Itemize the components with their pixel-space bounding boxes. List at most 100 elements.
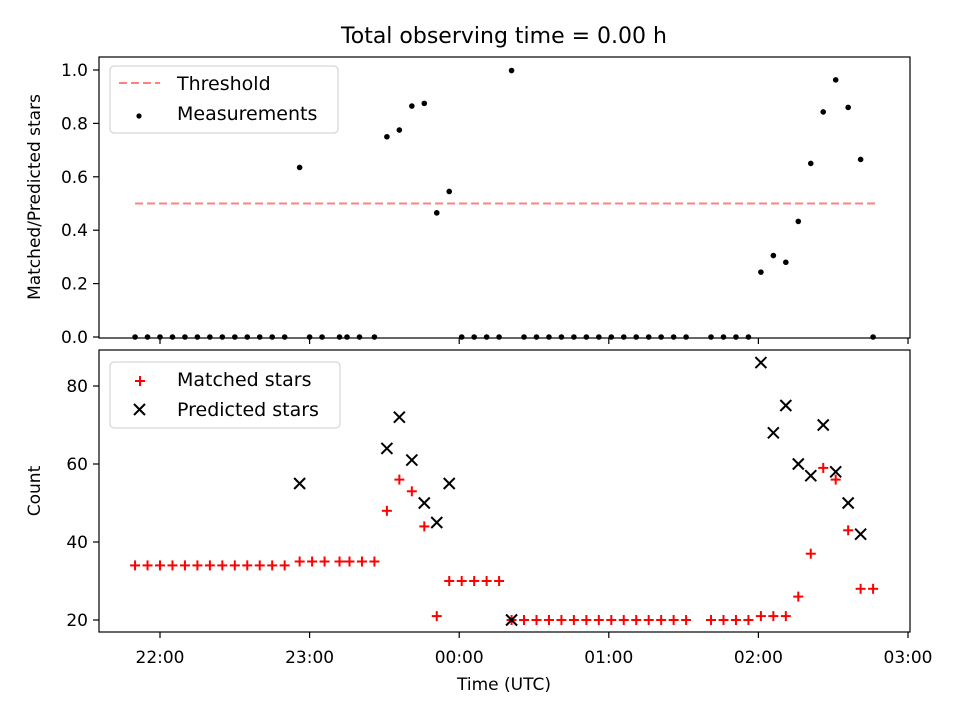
predicted-star-point bbox=[754, 356, 768, 369]
matched-star-point bbox=[531, 615, 542, 625]
matched-star-point bbox=[743, 615, 754, 625]
measurement-point bbox=[571, 334, 577, 340]
bottom-y-tick-label: 20 bbox=[66, 611, 88, 631]
top-legend: Threshold Measurements bbox=[109, 65, 339, 134]
matched-star-point bbox=[830, 474, 841, 485]
matched-star-point bbox=[593, 615, 604, 625]
top-y-axis-label: Matched/Predicted stars bbox=[25, 94, 45, 300]
x-tick-label: 23:00 bbox=[285, 648, 334, 668]
top-axes-frame bbox=[98, 56, 911, 339]
x-axis-label: Time (UTC) bbox=[456, 675, 551, 695]
measurement-point bbox=[670, 334, 677, 340]
predicted-star-point bbox=[854, 527, 867, 541]
measurement-point bbox=[207, 334, 213, 340]
measurement-point bbox=[583, 334, 590, 340]
matched-star-point bbox=[768, 611, 779, 622]
matched-star-point bbox=[706, 615, 717, 625]
top-y-tick-label: 0.2 bbox=[61, 275, 88, 295]
matched-star-point bbox=[481, 576, 492, 586]
matched-star-point bbox=[167, 560, 178, 571]
measurement-point bbox=[820, 109, 827, 115]
measurement-point bbox=[508, 67, 515, 74]
predicted-star-point bbox=[841, 496, 855, 510]
measurement-point bbox=[683, 334, 689, 340]
matched-star-point bbox=[155, 560, 165, 571]
legend-threshold-label: Threshold bbox=[176, 73, 271, 95]
top-x-ticks bbox=[159, 338, 909, 344]
measurement-point bbox=[770, 252, 777, 259]
measurement-point bbox=[758, 269, 764, 275]
matched-star-point bbox=[618, 615, 629, 625]
measurement-point bbox=[296, 164, 303, 171]
measurement-point bbox=[471, 334, 477, 340]
measurement-point bbox=[658, 334, 664, 340]
matched-star-point bbox=[456, 576, 467, 586]
figure-title: Total observing time = 0.00 h bbox=[340, 24, 667, 49]
matched-star-point bbox=[805, 548, 816, 559]
measurement-point bbox=[371, 334, 378, 340]
matched-star-point bbox=[643, 615, 654, 625]
legend-measurements-label: Measurements bbox=[177, 103, 317, 125]
measurement-point bbox=[244, 334, 251, 340]
matched-star-point bbox=[307, 556, 318, 567]
matched-star-point bbox=[568, 615, 579, 625]
matched-star-point bbox=[334, 556, 345, 567]
matched-star-point bbox=[381, 505, 392, 516]
bottom-y-tick-label: 40 bbox=[66, 533, 88, 553]
measurement-point bbox=[409, 103, 415, 109]
matched-star-point bbox=[319, 556, 330, 567]
bottom-axes-frame bbox=[98, 349, 911, 633]
measurement-point bbox=[558, 334, 565, 340]
matched-star-point bbox=[469, 576, 480, 586]
matched-star-point bbox=[868, 583, 879, 594]
measurement-point bbox=[807, 160, 814, 167]
matched-star-point bbox=[394, 474, 405, 485]
legend-predicted-swatch bbox=[133, 403, 146, 416]
matched-star-point bbox=[843, 525, 854, 536]
x-tick-label: 01:00 bbox=[584, 648, 633, 668]
measurement-point bbox=[783, 259, 789, 266]
matched-star-point bbox=[279, 560, 290, 571]
measurement-point bbox=[433, 210, 440, 216]
top-y-tick-label: 0.6 bbox=[61, 168, 88, 188]
legend-matched-swatch bbox=[135, 376, 145, 386]
predicted-star-point bbox=[293, 477, 306, 490]
matched-star-point bbox=[254, 560, 265, 571]
bottom-y-axis-label: Count bbox=[25, 465, 45, 516]
measurement-point bbox=[720, 334, 727, 340]
top-y-ticks: 0.0 0.2 0.4 0.6 0.8 1.0 bbox=[61, 61, 99, 348]
measurement-point bbox=[446, 188, 453, 195]
measurement-point bbox=[344, 334, 350, 340]
matched-star-point bbox=[855, 583, 866, 594]
measurement-point bbox=[483, 334, 490, 340]
matched-star-point bbox=[229, 560, 240, 571]
matched-star-point bbox=[130, 560, 141, 571]
predicted-star-point bbox=[405, 453, 419, 467]
matched-star-point bbox=[668, 615, 679, 625]
matched-star-point bbox=[581, 615, 592, 625]
measurement-point bbox=[169, 334, 176, 340]
matched-star-point bbox=[730, 615, 741, 625]
measurement-point bbox=[708, 334, 714, 340]
matched-star-point bbox=[631, 615, 642, 625]
predicted-star-point bbox=[418, 496, 431, 510]
matched-star-point bbox=[780, 611, 791, 622]
predicted-star-point bbox=[792, 457, 805, 471]
measurement-point bbox=[521, 334, 527, 340]
measurement-point bbox=[620, 334, 627, 340]
top-y-tick-label: 0.8 bbox=[61, 114, 88, 134]
matched-star-point bbox=[406, 486, 417, 497]
matched-star-point bbox=[242, 560, 253, 571]
measurement-point bbox=[194, 334, 201, 340]
matched-star-point bbox=[818, 462, 829, 473]
predicted-star-point bbox=[443, 477, 456, 490]
measurement-point bbox=[795, 218, 802, 225]
predicted-star-point bbox=[393, 410, 406, 424]
matched-star-point bbox=[344, 556, 355, 567]
matched-star-point bbox=[431, 611, 442, 622]
x-tick-label: 00:00 bbox=[435, 648, 484, 668]
measurement-point bbox=[384, 133, 390, 140]
matched-star-point bbox=[179, 560, 190, 571]
matched-star-point bbox=[656, 615, 667, 625]
